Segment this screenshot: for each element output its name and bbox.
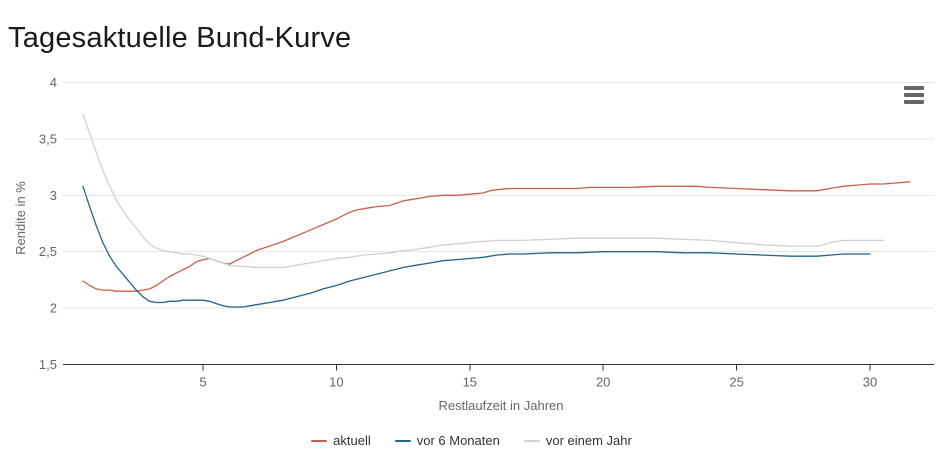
hamburger-icon [904,86,924,90]
series-line-aktuell[interactable] [82,181,911,292]
legend-item-vor-einem-jahr[interactable]: vor einem Jahr [523,433,632,448]
x-tick-label: 15 [463,375,477,390]
y-tick-label: 1,5 [39,357,57,372]
legend-label: vor 6 Monaten [416,433,500,448]
gridlines [63,82,934,365]
series-lines [82,113,911,308]
hamburger-icon [904,100,924,104]
legend-item-vor-6-monaten[interactable]: vor 6 Monaten [394,433,500,448]
y-axis-title: Rendite in % [13,181,28,255]
x-axis-title: Restlaufzeit in Jahren [438,398,563,413]
chart-legend: aktuell vor 6 Monaten vor einem Jahr [0,433,943,448]
legend-line-marker [394,439,411,442]
bund-curve-chart: 1,5 2 2,5 3 3,5 4 5 10 15 20 25 30 Rendite in % Re… [13,75,934,413]
x-tick-label: 5 [199,375,206,390]
x-tick-label: 20 [596,375,610,390]
y-tick-label: 2,5 [39,244,57,259]
hamburger-icon [904,93,924,97]
series-line-vor-6-monaten[interactable] [82,185,871,308]
y-tick-label: 3,5 [39,131,57,146]
y-axis-labels: 1,5 2 2,5 3 3,5 4 [39,75,57,372]
x-tick-label: 25 [729,375,743,390]
legend-line-marker [311,439,328,442]
x-axis: 5 10 15 20 25 30 [63,364,934,390]
legend-label: aktuell [333,433,371,448]
x-tick-label: 30 [863,375,877,390]
chart-context-menu-button[interactable] [904,86,924,104]
series-line-vor-einem-jahr[interactable] [82,113,884,269]
x-tick-label: 10 [329,375,343,390]
legend-item-aktuell[interactable]: aktuell [311,433,371,448]
y-tick-label: 3 [50,188,57,203]
y-tick-label: 4 [50,75,57,90]
page-title: Tagesaktuelle Bund-Kurve [8,22,352,55]
y-tick-label: 2 [50,301,57,316]
legend-label: vor einem Jahr [545,433,632,448]
legend-line-marker [523,439,540,442]
